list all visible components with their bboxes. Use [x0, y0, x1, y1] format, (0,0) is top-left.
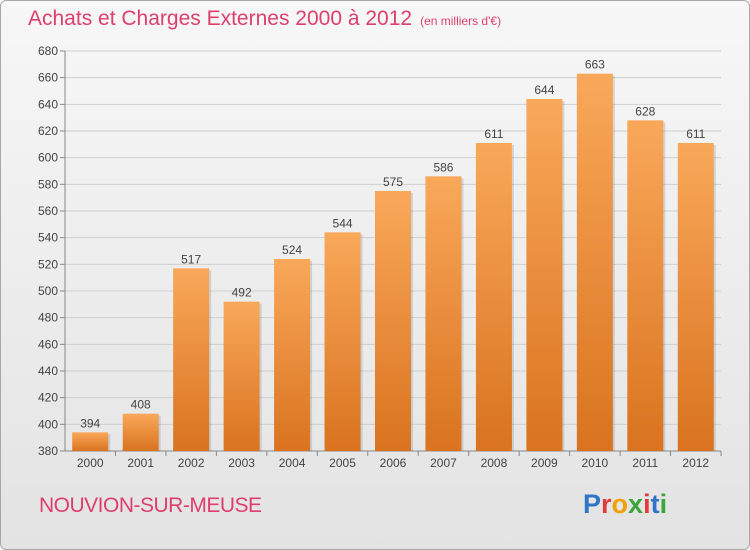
y-tick-label: 480	[38, 311, 58, 325]
x-tick-label: 2008	[481, 456, 508, 470]
bar-2011	[627, 120, 664, 451]
y-tick-label: 640	[38, 97, 58, 111]
y-tick-label: 400	[38, 417, 58, 431]
bar-2001	[122, 413, 159, 451]
bar-2002	[173, 268, 210, 451]
x-tick-label: 2004	[279, 456, 306, 470]
y-tick-label: 600	[38, 151, 58, 165]
x-tick-label: 2011	[632, 456, 658, 470]
bar-value-label: 663	[585, 58, 605, 72]
bar-value-label: 517	[181, 252, 201, 266]
bar-value-label: 394	[80, 416, 100, 430]
proxiti-logo: Proxiti	[583, 489, 668, 519]
chart-title: Achats et Charges Externes 2000 à 2012 (e…	[28, 7, 501, 31]
y-tick-label: 460	[38, 337, 58, 351]
x-tick-label: 2002	[178, 456, 205, 470]
y-tick-label: 680	[38, 44, 58, 58]
chart-subtitle: (en milliers d'€)	[420, 14, 502, 28]
y-tick-label: 580	[38, 177, 58, 191]
y-tick-label: 520	[38, 257, 58, 271]
y-tick-label: 540	[38, 231, 58, 245]
x-tick-label: 2005	[329, 456, 356, 470]
bar-value-label: 544	[333, 216, 353, 230]
x-tick-label: 2009	[531, 456, 558, 470]
y-tick-label: 380	[38, 444, 58, 458]
bar-2005	[324, 232, 361, 451]
bar-value-label: 575	[383, 175, 403, 189]
bar-2009	[526, 99, 563, 451]
y-tick-label: 440	[38, 364, 58, 378]
bar-value-label: 408	[131, 398, 151, 412]
bar-value-label: 628	[635, 104, 655, 118]
bar-chart: 380 400 420 440 460 480 500 520 540 560 580 600 620 6…	[38, 44, 722, 470]
x-tick-label: 2007	[430, 456, 457, 470]
x-tick-label: 2001	[127, 456, 154, 470]
bar-2008	[475, 143, 512, 451]
bar-2004	[274, 259, 311, 451]
y-tick-label: 500	[38, 284, 58, 298]
x-tick-label: 2010	[581, 456, 608, 470]
bar-value-label: 611	[484, 127, 503, 141]
y-tick-label: 420	[38, 391, 58, 405]
bar-value-label: 492	[232, 286, 252, 300]
y-tick-label: 560	[38, 204, 58, 218]
bar-2010	[576, 73, 613, 452]
x-tick-label: 2003	[228, 456, 255, 470]
bar-2012	[677, 143, 714, 451]
bar-value-label: 611	[686, 127, 705, 141]
bar-2000	[72, 432, 109, 451]
bar-2006	[375, 191, 411, 451]
bar-value-label: 586	[433, 160, 453, 174]
x-tick-label: 2000	[77, 456, 104, 470]
title-text: Achats et Charges Externes 2000 à 2012	[28, 7, 413, 30]
x-tick-label: 2006	[380, 456, 407, 470]
bar-value-label: 644	[534, 83, 554, 97]
y-tick-label: 620	[38, 124, 58, 138]
city-name: NOUVION-SUR-MEUSE	[39, 494, 262, 517]
x-tick-label: 2012	[682, 456, 709, 470]
y-tick-label: 660	[38, 71, 58, 85]
bar-value-label: 524	[282, 243, 302, 257]
bar-2003	[223, 301, 260, 451]
bar-2007	[425, 176, 462, 452]
